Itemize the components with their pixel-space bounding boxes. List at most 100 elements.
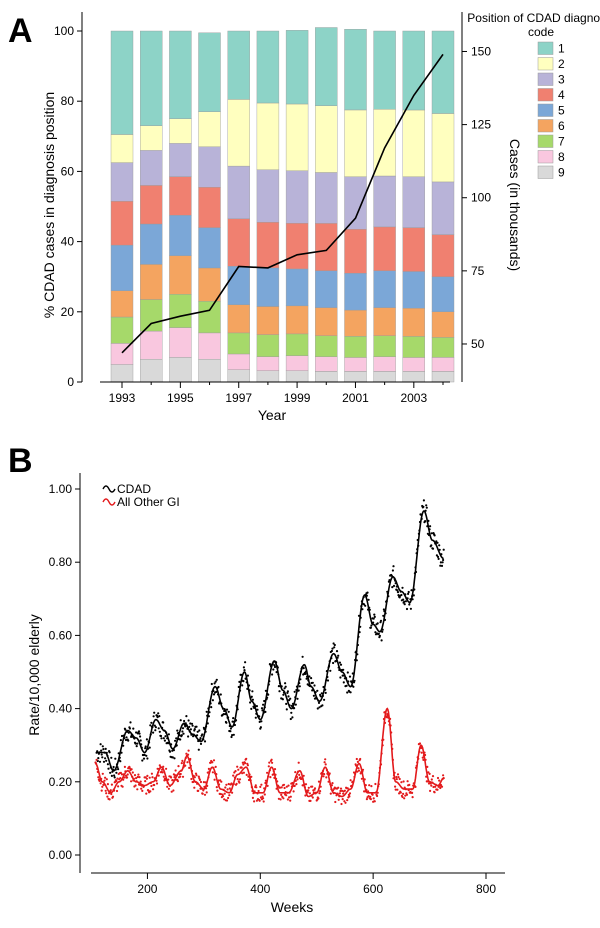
point-cdad: [331, 647, 334, 650]
point-cdad: [282, 693, 285, 696]
point-cdad: [138, 732, 141, 735]
bar-segment-1999-pos-4: [285, 223, 309, 270]
point-other-gi: [255, 786, 258, 789]
point-cdad: [115, 771, 118, 774]
point-other-gi: [337, 786, 340, 789]
bar-segment-1997-pos-4: [227, 218, 250, 267]
bar-segment-2004-pos-5: [431, 276, 455, 313]
bar-segment-1999-pos-3: [285, 170, 309, 224]
point-cdad: [225, 708, 229, 711]
bar-segment-2000-pos-4: [315, 223, 338, 271]
panel-a-y-tick-label-0: 0: [67, 375, 74, 389]
bar-segment-1999-pos-2: [285, 103, 309, 171]
point-cdad: [337, 654, 340, 657]
point-other-gi: [399, 791, 402, 794]
bar-segment-2000-pos-1: [315, 27, 338, 107]
point-other-gi: [307, 789, 310, 792]
point-other-gi: [287, 784, 290, 787]
point-other-gi: [341, 798, 344, 801]
point-cdad: [400, 593, 403, 597]
point-other-gi: [277, 797, 280, 800]
point-other-gi: [346, 799, 349, 802]
bar-segment-1997-pos-9: [227, 369, 250, 383]
point-other-gi: [411, 791, 414, 795]
point-other-gi: [221, 795, 225, 798]
point-other-gi: [395, 778, 398, 781]
bar-segment-1997-pos-2: [227, 99, 250, 167]
point-other-gi: [401, 795, 404, 799]
point-cdad: [176, 729, 179, 732]
point-other-gi: [225, 783, 228, 786]
point-cdad: [117, 768, 120, 771]
panel-a-x-tick-label-1999: 1999: [284, 391, 311, 405]
point-cdad: [246, 674, 249, 677]
point-other-gi: [271, 761, 274, 764]
point-cdad: [286, 690, 289, 693]
bar-segment-1993-pos-6: [110, 290, 134, 318]
point-cdad: [232, 733, 235, 736]
point-cdad: [110, 756, 113, 759]
bar-segment-2000-pos-3: [315, 172, 338, 224]
point-cdad: [240, 673, 243, 676]
point-other-gi: [110, 783, 113, 786]
bar-segment-2003-pos-6: [402, 308, 425, 337]
panel-a-x-axis-title: Year: [258, 407, 287, 423]
bar-segment-1995-pos-7: [169, 294, 192, 328]
point-other-gi: [357, 767, 360, 770]
point-other-gi: [195, 774, 198, 777]
point-cdad: [214, 680, 217, 683]
point-cdad: [438, 544, 441, 547]
panel-a-y2-tick-label-100: 100: [471, 191, 491, 205]
bar-segment-1995-pos-5: [169, 215, 192, 256]
point-other-gi: [260, 783, 263, 786]
bar-segment-1998-pos-9: [256, 370, 280, 383]
point-other-gi: [150, 784, 153, 788]
point-other-gi: [371, 793, 374, 796]
point-other-gi: [442, 774, 445, 777]
point-other-gi: [198, 778, 201, 782]
panel-a-x-tick-label-2003: 2003: [400, 391, 427, 405]
point-cdad: [283, 687, 286, 690]
point-other-gi: [324, 763, 327, 766]
point-other-gi: [115, 789, 119, 793]
point-other-gi: [282, 797, 285, 800]
point-other-gi: [294, 771, 297, 774]
point-cdad: [201, 733, 204, 736]
panel-a-y2-tick-label-125: 125: [471, 118, 491, 132]
bar-segment-1994-pos-6: [139, 264, 163, 300]
point-other-gi: [254, 784, 257, 787]
point-other-gi: [156, 767, 159, 770]
point-cdad: [339, 676, 342, 679]
point-cdad: [182, 732, 185, 735]
bar-segment-1997-pos-6: [227, 304, 250, 334]
panel-b-chart: B 0.00 0.20 0.40 0.60 0.80 1.00 200 400 600 800 We…: [8, 442, 505, 915]
bar-segment-1995-pos-6: [169, 255, 192, 295]
point-cdad: [377, 632, 380, 635]
point-other-gi: [298, 773, 301, 777]
point-other-gi: [340, 802, 343, 806]
point-other-gi: [280, 793, 283, 797]
point-cdad: [187, 735, 190, 738]
point-cdad: [101, 745, 104, 748]
point-cdad: [160, 737, 163, 740]
bar-segment-1993-pos-7: [110, 316, 134, 344]
point-cdad: [143, 753, 146, 757]
point-cdad: [317, 701, 321, 705]
point-other-gi: [355, 757, 358, 761]
bar-segment-1994-pos-5: [139, 223, 163, 265]
bar-segment-1993-pos-1: [110, 30, 134, 135]
bar-segment-2003-pos-2: [402, 109, 425, 177]
bar-segment-1993-pos-2: [110, 134, 134, 163]
point-cdad: [145, 754, 148, 757]
point-cdad: [132, 727, 135, 730]
bar-segment-1995-pos-4: [169, 176, 192, 216]
point-cdad: [232, 717, 235, 720]
bar-segment-2000-pos-5: [315, 270, 338, 308]
point-other-gi: [130, 780, 133, 783]
point-cdad: [396, 589, 399, 592]
point-other-gi: [259, 785, 262, 789]
point-other-gi: [155, 779, 158, 782]
point-other-gi: [232, 774, 235, 777]
point-cdad: [162, 721, 165, 724]
point-cdad: [291, 716, 294, 719]
